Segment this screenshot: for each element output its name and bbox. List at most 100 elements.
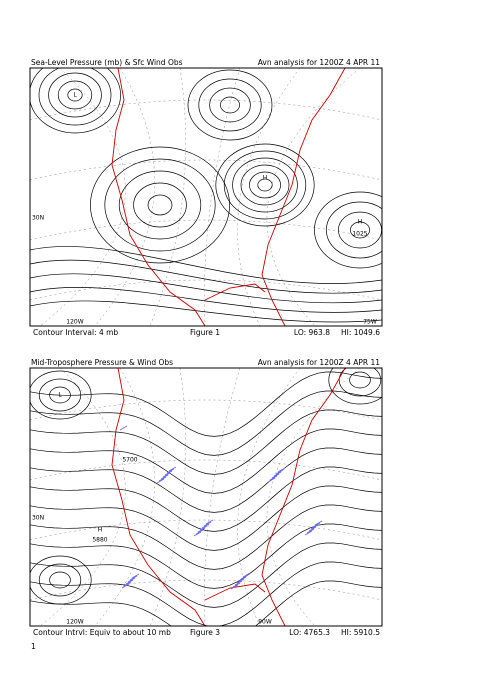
height-contour (30, 485, 382, 551)
wind-barb (164, 470, 173, 476)
wind-barb (123, 581, 132, 587)
height-contour (38, 378, 82, 412)
map-label: 1025 (352, 231, 367, 238)
wind-barb (242, 572, 251, 578)
wind-barb (127, 577, 136, 583)
map-label: L (58, 392, 62, 399)
height-contour (338, 368, 382, 397)
graticule (39, 368, 126, 626)
height-contour (349, 371, 371, 389)
isobar (30, 259, 382, 294)
wind-barb (269, 475, 278, 481)
wind-barb (277, 467, 286, 473)
map-frame (29, 67, 383, 327)
height-contour (38, 563, 82, 597)
graticule (30, 519, 382, 541)
height-contour (328, 368, 382, 405)
graticule (237, 368, 301, 626)
title-left: Mid-Troposphere Pressure & Wind Obs (31, 358, 173, 367)
coastline (261, 368, 346, 626)
wind-barb (310, 524, 319, 530)
wind-barb (314, 520, 323, 526)
isobar (38, 68, 112, 126)
wind-barb (234, 580, 243, 586)
map-2: 120W 90W 30N H 5880 L 5700 (30, 368, 382, 626)
caption: Figure 3 (190, 628, 220, 637)
wind-barb (273, 471, 282, 477)
map-label: H (98, 527, 103, 534)
title-left: Sea-Level Pressure (mb) & Sfc Wind Obs (31, 58, 183, 67)
wind-barb (267, 477, 276, 483)
wind-barb (129, 575, 138, 581)
isobar (187, 69, 273, 141)
height-contour (30, 542, 382, 608)
wind-barb (275, 469, 284, 475)
isobar (232, 157, 298, 213)
height-contour (30, 466, 382, 532)
wind-barb (236, 578, 245, 584)
coastline (204, 283, 266, 301)
wind-barb (166, 468, 175, 474)
wind-barb (312, 522, 321, 528)
height-contour (30, 504, 382, 570)
wind-barb (156, 478, 165, 484)
isobar (198, 78, 262, 132)
height-contour (30, 428, 382, 494)
wind-barb (119, 425, 128, 431)
graticule (30, 159, 382, 181)
isobar (48, 72, 102, 118)
wind-barb (160, 474, 169, 480)
wind-barb (158, 476, 167, 482)
map-label: 90W (258, 619, 272, 626)
isobar (209, 87, 251, 123)
wind-barb (304, 530, 313, 536)
height-contour (30, 447, 382, 513)
title-right: Avn analysis for 1200Z 4 APR 11 (258, 58, 380, 67)
wind-barb (193, 531, 202, 537)
graticule (149, 368, 186, 626)
isobar (30, 68, 121, 134)
height-contour (30, 409, 382, 475)
high-value: HI: 5910.5 (341, 628, 380, 637)
high-value: HI: 1049.6 (341, 328, 380, 337)
height-contour (30, 371, 382, 437)
isobar (220, 96, 240, 114)
graticule (30, 459, 382, 481)
isobar (257, 178, 273, 192)
map-label: L (73, 92, 77, 99)
wind-barb (203, 521, 212, 527)
wind-barb (238, 576, 247, 582)
contour-interval: Contour Intrvl: Equiv to about 10 mb (33, 628, 171, 637)
map-label: H (358, 219, 363, 226)
wind-barb (199, 525, 208, 531)
map-label: 30N (32, 215, 44, 222)
graticule (266, 368, 361, 626)
low-value: LO: 4765.3 (289, 628, 330, 637)
wind-barb (195, 529, 204, 535)
map-label: 120W (66, 319, 83, 326)
coastline (261, 68, 346, 326)
isobar (133, 182, 187, 228)
height-contour (30, 390, 382, 456)
height-contour (30, 555, 92, 605)
wind-barb (201, 523, 210, 529)
isobar (314, 191, 382, 269)
isobar (147, 194, 173, 216)
wind-barb (306, 528, 315, 534)
map-label: H (263, 175, 268, 182)
isobar (90, 146, 230, 264)
wind-barb (121, 583, 130, 589)
title-right: Avn analysis for 1200Z 4 APR 11 (258, 358, 380, 367)
map-label: 5880 (92, 537, 107, 544)
wind-barb (271, 473, 280, 479)
map-1: 120W 75W 30N H 1025 H L (30, 68, 382, 326)
height-contour (30, 580, 382, 626)
isobar (350, 221, 370, 239)
coastline (204, 583, 266, 601)
graticule (30, 579, 382, 601)
coastline (111, 68, 206, 326)
isobar (30, 273, 382, 304)
isobar (240, 164, 290, 206)
graticule (266, 68, 361, 326)
isobar (249, 171, 281, 199)
